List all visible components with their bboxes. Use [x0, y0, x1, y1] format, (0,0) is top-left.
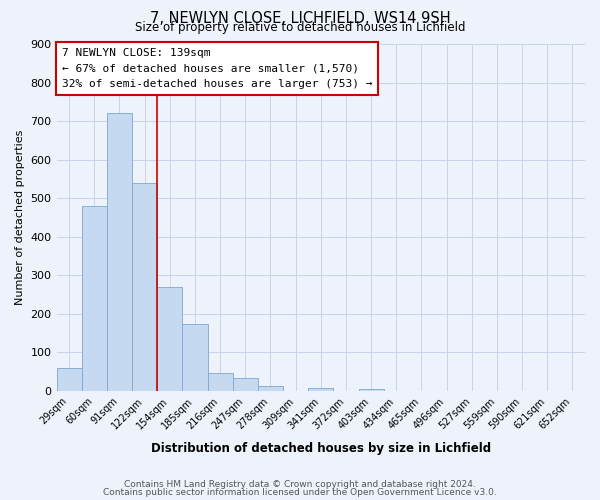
Y-axis label: Number of detached properties: Number of detached properties: [15, 130, 25, 305]
Bar: [56, 368, 82, 391]
Bar: [107, 114, 132, 391]
Bar: [359, 389, 383, 391]
Text: 7, NEWLYN CLOSE, LICHFIELD, WS14 9SH: 7, NEWLYN CLOSE, LICHFIELD, WS14 9SH: [149, 11, 451, 26]
Bar: [182, 324, 208, 391]
Bar: [157, 287, 182, 391]
X-axis label: Distribution of detached houses by size in Lichfield: Distribution of detached houses by size …: [151, 442, 491, 455]
Bar: [82, 206, 107, 391]
Bar: [308, 388, 334, 391]
Bar: [208, 372, 233, 391]
Text: Contains public sector information licensed under the Open Government Licence v3: Contains public sector information licen…: [103, 488, 497, 497]
Bar: [233, 378, 258, 391]
Text: Contains HM Land Registry data © Crown copyright and database right 2024.: Contains HM Land Registry data © Crown c…: [124, 480, 476, 489]
Bar: [132, 183, 157, 391]
Text: 7 NEWLYN CLOSE: 139sqm
← 67% of detached houses are smaller (1,570)
32% of semi-: 7 NEWLYN CLOSE: 139sqm ← 67% of detached…: [62, 48, 372, 89]
Text: Size of property relative to detached houses in Lichfield: Size of property relative to detached ho…: [135, 21, 465, 34]
Bar: [258, 386, 283, 391]
